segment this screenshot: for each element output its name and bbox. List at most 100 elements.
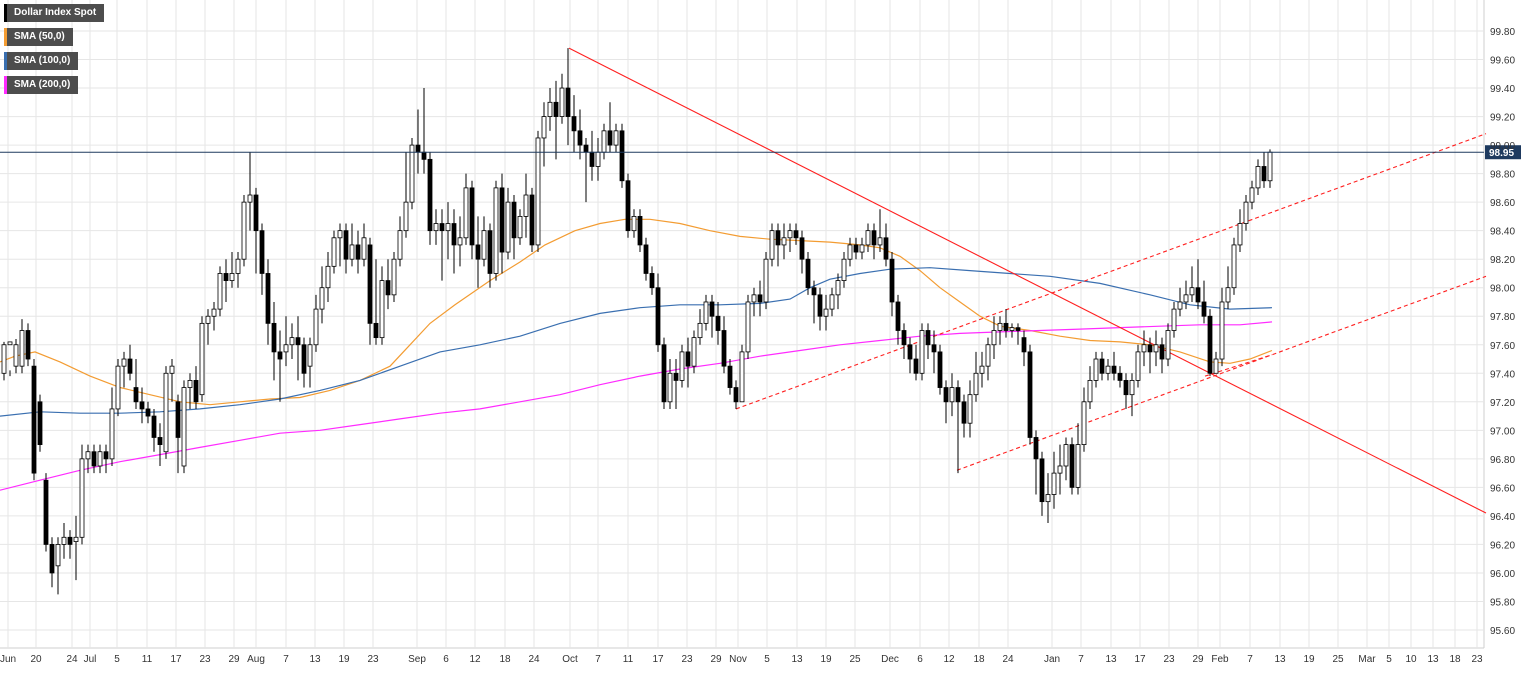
candle: [187, 373, 193, 409]
candle: [925, 323, 931, 360]
candle-down-body: [637, 216, 643, 246]
candle: [409, 137, 415, 210]
candle-down-body: [961, 401, 967, 424]
candle-down-body: [607, 130, 613, 146]
candle-down-body: [643, 244, 649, 274]
candle: [889, 252, 895, 317]
candle-down-body: [133, 387, 139, 403]
candle-down-body: [25, 330, 31, 360]
candle: [1129, 373, 1135, 417]
candle-down-body: [661, 344, 667, 403]
x-tick-label: 18: [973, 654, 985, 665]
y-tick-label: 98.60: [1490, 198, 1515, 209]
candle-down-body: [271, 322, 277, 353]
candle: [919, 323, 925, 381]
candle: [679, 344, 685, 388]
candle: [781, 223, 787, 260]
candle: [949, 373, 955, 417]
candle: [637, 209, 643, 253]
legend-item-dollar-index[interactable]: Dollar Index Spot: [4, 4, 105, 22]
candle: [379, 266, 385, 345]
candle-down-body: [649, 273, 655, 289]
candle-down-body: [1003, 322, 1009, 331]
candle: [1147, 337, 1153, 374]
x-tick-label: 17: [1134, 654, 1146, 665]
candle: [1069, 437, 1075, 495]
candle-up-body: [1165, 330, 1171, 360]
y-tick-label: 98.80: [1490, 170, 1515, 181]
candle: [817, 287, 823, 331]
candle: [979, 351, 985, 388]
candle: [847, 237, 853, 267]
candle-down-body: [655, 287, 661, 346]
y-tick-label: 96.60: [1490, 483, 1515, 494]
candle-down-body: [1147, 344, 1153, 353]
y-tick-label: 97.60: [1490, 341, 1515, 352]
candle-down-body: [475, 244, 481, 260]
candle-down-body: [673, 372, 679, 381]
candle: [607, 102, 613, 153]
candle: [37, 394, 43, 452]
candle: [61, 523, 67, 559]
candle: [1171, 301, 1177, 338]
candle-up-body: [595, 151, 601, 167]
y-tick-label: 96.40: [1490, 512, 1515, 523]
legend-swatch-sma200: [4, 76, 7, 94]
candle-down-body: [871, 230, 877, 246]
candle-down-body: [43, 479, 49, 545]
x-tick-label: Jan: [1044, 654, 1060, 665]
legend-label-sma50: SMA (50,0): [14, 31, 65, 42]
candle-up-body: [457, 237, 463, 246]
candle: [49, 537, 55, 588]
candle-up-body: [1237, 223, 1243, 246]
sma-line-2: [0, 321, 1273, 491]
y-tick-label: 96.00: [1490, 569, 1515, 580]
candle-down-body: [1021, 337, 1027, 353]
candle-up-body: [1081, 401, 1087, 445]
candle-up-body: [769, 230, 775, 260]
legend-item-sma50[interactable]: SMA (50,0): [4, 28, 73, 46]
candle: [337, 223, 343, 267]
candle: [871, 223, 877, 260]
candle-down-body: [37, 401, 43, 445]
candle: [1105, 359, 1111, 381]
legend-label-dollar-index: Dollar Index Spot: [14, 7, 97, 18]
y-tick-label: 98.20: [1490, 255, 1515, 266]
legend-swatch-dollar-index: [4, 4, 7, 22]
candle-down-body: [565, 87, 571, 117]
candle: [157, 423, 163, 466]
candle-down-body: [427, 158, 433, 232]
x-tick-label: 5: [764, 654, 770, 665]
candle: [163, 366, 169, 459]
candle-down-body: [511, 201, 517, 239]
channel-line: [735, 133, 1487, 410]
candle: [283, 316, 289, 367]
candle-up-body: [1231, 244, 1237, 289]
candle: [73, 515, 79, 581]
candle: [985, 337, 991, 381]
x-tick-label: 11: [623, 654, 634, 665]
candle-up-body: [13, 344, 19, 367]
candle-down-body: [889, 258, 895, 303]
candle-up-body: [1093, 358, 1099, 381]
candle-down-body: [853, 244, 859, 253]
candle: [571, 95, 577, 153]
candle-up-body: [691, 337, 697, 367]
candle: [937, 344, 943, 395]
candle: [79, 444, 85, 545]
candle-up-body: [481, 230, 487, 260]
candle: [109, 387, 115, 466]
candle: [739, 344, 745, 403]
candle-down-body: [301, 344, 307, 374]
candle-up-body: [115, 365, 121, 410]
candle-up-body: [361, 237, 367, 260]
candle: [31, 359, 37, 481]
candle-up-body: [865, 230, 871, 246]
candle: [85, 444, 91, 474]
candle-up-body: [835, 280, 841, 296]
legend-item-sma100[interactable]: SMA (100,0): [4, 52, 79, 70]
legend-item-sma200[interactable]: SMA (200,0): [4, 76, 79, 94]
downtrend-line: [568, 47, 1487, 514]
